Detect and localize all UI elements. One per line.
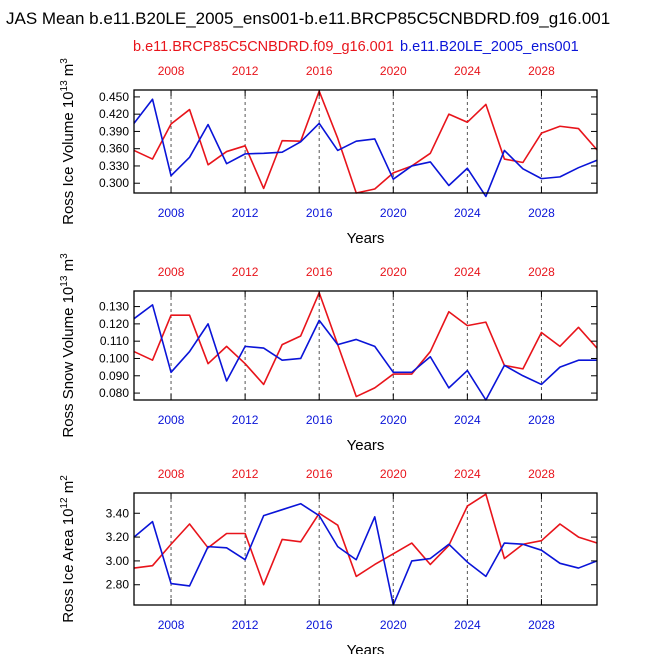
xtick-label-top-snow-volume-2012: 2012	[232, 265, 259, 279]
xtick-label-top-ice-area-2008: 2008	[158, 467, 185, 481]
xtick-label-top-snow-volume-2028: 2028	[528, 265, 555, 279]
xtick-label-top-snow-volume-2008: 2008	[158, 265, 185, 279]
ytick-label-ice-volume-5: 0.450	[99, 90, 129, 104]
xaxis-title-ice-volume: Years	[347, 230, 385, 247]
xaxis-title-snow-volume: Years	[347, 437, 385, 454]
xtick-label-bottom-ice-area-2024: 2024	[454, 618, 481, 632]
panels-group: 0.300 0.330 0.360 0.390 0.420 0.450 2008 2008 20…	[59, 58, 598, 654]
xtick-label-bottom-ice-volume-2012: 2012	[232, 206, 259, 220]
yaxis-title-ice-area: Ross Ice Area 1012 m2	[59, 475, 77, 623]
xtick-label-bottom-snow-volume-2012: 2012	[232, 413, 259, 427]
xtick-label-top-ice-area-2020: 2020	[380, 467, 407, 481]
ytick-label-ice-volume-3: 0.390	[99, 124, 129, 138]
ytick-label-ice-volume-1: 0.330	[99, 159, 129, 173]
plot-frame-snow-volume	[133, 290, 598, 401]
xtick-label-bottom-ice-volume-2028: 2028	[528, 206, 555, 220]
xtick-label-bottom-ice-volume-2024: 2024	[454, 206, 481, 220]
ytick-label-ice-volume-2: 0.360	[99, 142, 129, 156]
xtick-label-top-snow-volume-2024: 2024	[454, 265, 481, 279]
xtick-label-bottom-ice-area-2016: 2016	[306, 618, 333, 632]
xtick-label-top-ice-area-2024: 2024	[454, 467, 481, 481]
ytick-label-ice-volume-4: 0.420	[99, 107, 129, 121]
series-line-blue-ice-area	[133, 502, 598, 606]
xtick-label-bottom-snow-volume-2016: 2016	[306, 413, 333, 427]
xtick-label-top-ice-volume-2016: 2016	[306, 64, 333, 78]
panel-snow-volume: 0.080 0.090 0.100 0.110 0.120 0.130 2008 2008 20…	[59, 253, 598, 454]
ytick-label-ice-area-1: 3.00	[106, 554, 130, 568]
ytick-label-ice-area-2: 3.20	[106, 530, 130, 544]
yaxis-title-snow-volume: Ross Snow Volume 1013 m3	[59, 253, 77, 438]
panel-ice-volume: 0.300 0.330 0.360 0.390 0.420 0.450 2008 2008 20…	[59, 58, 598, 247]
xtick-label-bottom-snow-volume-2024: 2024	[454, 413, 481, 427]
ytick-label-snow-volume-1: 0.090	[99, 369, 129, 383]
xtick-label-top-ice-volume-2028: 2028	[528, 64, 555, 78]
series-line-blue-ice-volume	[133, 98, 598, 198]
ytick-label-snow-volume-5: 0.130	[99, 300, 129, 314]
xtick-label-top-ice-volume-2008: 2008	[158, 64, 185, 78]
ytick-label-snow-volume-3: 0.110	[100, 334, 129, 348]
plot-frame-ice-volume	[133, 89, 598, 194]
xtick-label-top-snow-volume-2020: 2020	[380, 265, 407, 279]
ytick-label-snow-volume-2: 0.100	[99, 351, 129, 365]
xtick-label-top-ice-volume-2020: 2020	[380, 64, 407, 78]
ytick-label-snow-volume-4: 0.120	[99, 317, 129, 331]
xtick-label-top-ice-volume-2012: 2012	[232, 64, 259, 78]
series-line-red-ice-volume	[133, 90, 598, 194]
ytick-label-ice-volume-0: 0.300	[99, 176, 129, 190]
xtick-label-bottom-snow-volume-2028: 2028	[528, 413, 555, 427]
xtick-label-bottom-snow-volume-2008: 2008	[158, 413, 185, 427]
plot-frame-ice-area	[133, 492, 598, 606]
ytick-label-ice-area-3: 3.40	[106, 506, 130, 520]
legend-label-red: b.e11.BRCP85C5CNBDRD.f09_g16.001	[133, 39, 394, 55]
xtick-label-bottom-ice-area-2008: 2008	[158, 618, 185, 632]
xtick-label-bottom-ice-area-2028: 2028	[528, 618, 555, 632]
ytick-label-snow-volume-0: 0.080	[99, 386, 129, 400]
panel-ice-area: 2.80 3.00 3.20 3.40 2008 2008 2012 2012 2016 2016…	[59, 467, 598, 654]
xtick-label-bottom-snow-volume-2020: 2020	[380, 413, 407, 427]
chart-title: JAS Mean b.e11.B20LE_2005_ens001-b.e11.B…	[6, 9, 610, 28]
series-line-blue-snow-volume	[133, 304, 597, 401]
xtick-label-top-snow-volume-2016: 2016	[306, 265, 333, 279]
yaxis-title-ice-volume: Ross Ice Volume 1013 m3	[59, 58, 77, 225]
series-line-red-ice-area	[133, 493, 598, 586]
xaxis-title-ice-area: Years	[347, 642, 385, 654]
ytick-label-ice-area-0: 2.80	[106, 578, 130, 592]
legend-label-blue: b.e11.B20LE_2005_ens001	[400, 39, 579, 55]
series-line-red-snow-volume	[133, 291, 598, 398]
xtick-label-bottom-ice-volume-2008: 2008	[158, 206, 185, 220]
xtick-label-bottom-ice-volume-2020: 2020	[380, 206, 407, 220]
xtick-label-top-ice-area-2012: 2012	[232, 467, 259, 481]
xtick-label-top-ice-area-2016: 2016	[306, 467, 333, 481]
xtick-label-top-ice-volume-2024: 2024	[454, 64, 481, 78]
xtick-label-bottom-ice-volume-2016: 2016	[306, 206, 333, 220]
xtick-label-bottom-ice-area-2020: 2020	[380, 618, 407, 632]
xtick-label-bottom-ice-area-2012: 2012	[232, 618, 259, 632]
xtick-label-top-ice-area-2028: 2028	[528, 467, 555, 481]
